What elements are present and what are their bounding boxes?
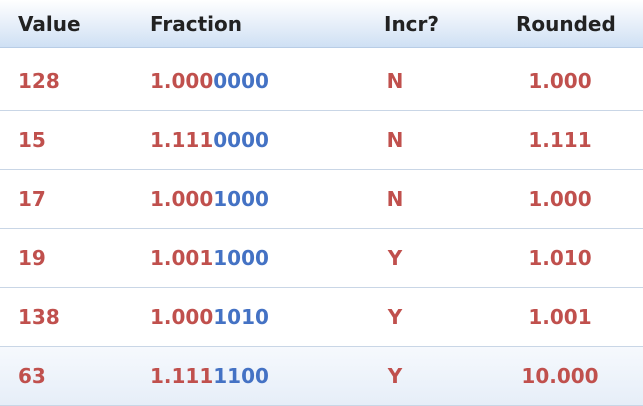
cell-incr: N xyxy=(386,69,404,93)
table-row: 63 1.111 1100 Y 10.000 xyxy=(0,347,643,406)
cell-incr: Y xyxy=(387,305,403,329)
cell-value: 15 xyxy=(18,128,46,152)
cell-fraction: 1.111 0000 xyxy=(150,111,269,169)
cell-incr: Y xyxy=(387,246,403,270)
cell-value: 63 xyxy=(18,364,46,388)
fraction-tail: 0000 xyxy=(213,128,269,152)
header-fraction: Fraction xyxy=(150,11,242,36)
cell-fraction: 1.111 1100 xyxy=(150,347,269,405)
cell-rounded: 1.010 xyxy=(528,246,592,270)
cell-value: 17 xyxy=(18,187,46,211)
cell-fraction: 1.001 1000 xyxy=(150,229,269,287)
cell-rounded: 1.111 xyxy=(528,128,592,152)
cell-incr: N xyxy=(386,128,404,152)
fraction-head: 1.000 xyxy=(150,187,214,211)
fraction-head: 1.111 xyxy=(150,364,214,388)
fraction-tail: 1000 xyxy=(213,187,269,211)
fraction-tail: 0000 xyxy=(213,69,269,93)
cell-fraction: 1.000 0000 xyxy=(150,52,269,110)
table-row: 138 1.000 1010 Y 1.001 xyxy=(0,288,643,347)
cell-incr: N xyxy=(386,187,404,211)
cell-rounded: 10.000 xyxy=(521,364,599,388)
header-value: Value xyxy=(18,11,81,36)
header-incr: Incr? xyxy=(384,11,439,36)
fraction-head: 1.111 xyxy=(150,128,214,152)
cell-fraction: 1.000 1000 xyxy=(150,170,269,228)
fraction-head: 1.000 xyxy=(150,69,214,93)
cell-incr: Y xyxy=(387,364,403,388)
cell-rounded: 1.001 xyxy=(528,305,592,329)
cell-value: 128 xyxy=(18,69,60,93)
cell-value: 19 xyxy=(18,246,46,270)
cell-rounded: 1.000 xyxy=(528,187,592,211)
cell-rounded: 1.000 xyxy=(528,69,592,93)
fraction-head: 1.000 xyxy=(150,305,214,329)
fraction-tail: 1100 xyxy=(213,364,269,388)
table-header: Value Fraction Incr? Rounded xyxy=(0,0,643,48)
table-row: 128 1.000 0000 N 1.000 xyxy=(0,52,643,111)
fraction-tail: 1000 xyxy=(213,246,269,270)
cell-value: 138 xyxy=(18,305,60,329)
table-row: 17 1.000 1000 N 1.000 xyxy=(0,170,643,229)
table-row: 19 1.001 1000 Y 1.010 xyxy=(0,229,643,288)
header-rounded: Rounded xyxy=(516,11,616,36)
cell-fraction: 1.000 1010 xyxy=(150,288,269,346)
table-row: 15 1.111 0000 N 1.111 xyxy=(0,111,643,170)
fraction-head: 1.001 xyxy=(150,246,214,270)
fraction-tail: 1010 xyxy=(213,305,269,329)
